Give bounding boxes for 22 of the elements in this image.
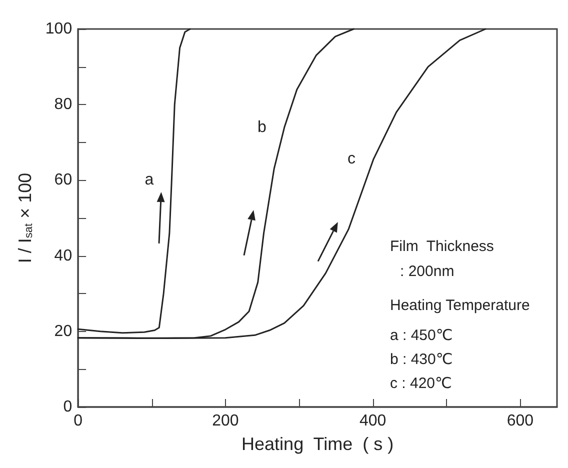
x-tick-label: 600 bbox=[506, 412, 534, 430]
y-tick-label: 20 bbox=[54, 322, 72, 340]
series-label: a bbox=[144, 172, 154, 189]
x-tick-label: 200 bbox=[212, 412, 239, 430]
y-tick-label: 40 bbox=[54, 247, 72, 264]
line-series bbox=[77, 28, 191, 334]
x-tick-label: 400 bbox=[359, 412, 386, 430]
series-label: c bbox=[348, 150, 356, 168]
series-label: b bbox=[257, 118, 266, 136]
y-tick-label: 60 bbox=[54, 172, 72, 189]
y-tick-label: 100 bbox=[45, 20, 72, 38]
annotation: a : 450℃ bbox=[390, 327, 453, 344]
y-tick-label: 0 bbox=[63, 398, 72, 416]
annotation: Heating Temperature bbox=[390, 297, 530, 314]
annotation: : 200nm bbox=[400, 263, 454, 280]
x-axis-title: Heating Time ( s ) bbox=[242, 434, 394, 454]
x-tick-label: 0 bbox=[74, 412, 83, 430]
annotation: Film Thickness bbox=[390, 238, 494, 255]
y-axis-title: I / Isat × 100 bbox=[15, 172, 35, 264]
annotation: c : 420℃ bbox=[390, 375, 452, 392]
y-tick-label: 80 bbox=[54, 96, 72, 114]
annotation: b : 430℃ bbox=[390, 351, 453, 368]
